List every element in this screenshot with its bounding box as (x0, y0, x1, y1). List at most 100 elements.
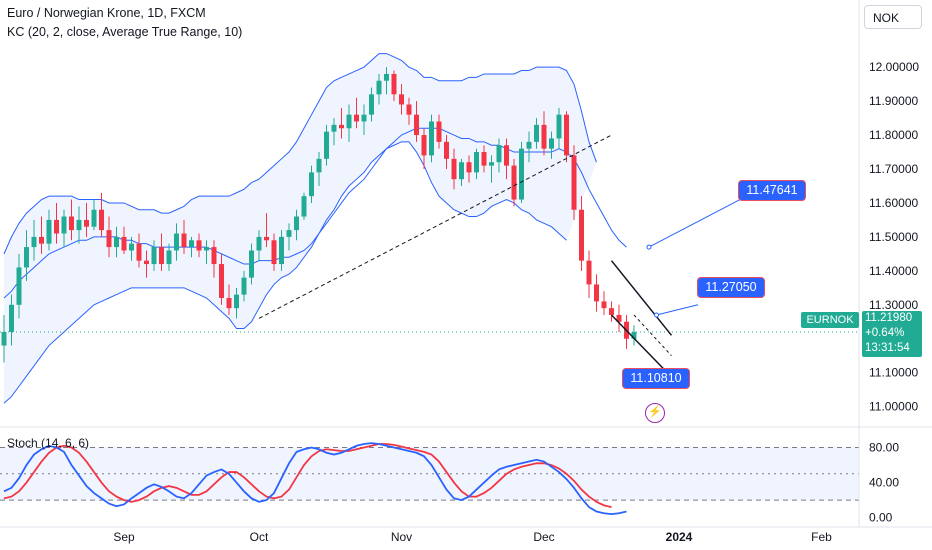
candle (61, 209, 67, 248)
candle (616, 304, 622, 332)
candle (511, 158, 517, 207)
candle-body (256, 236, 262, 251)
candle-body (466, 162, 472, 173)
candle-body (631, 331, 637, 339)
callout-mid-connector (656, 304, 699, 316)
callout-upper-target[interactable]: 11.47641 (738, 180, 806, 201)
candle-body (459, 162, 464, 180)
price-tick-label: 11.40000 (869, 264, 918, 278)
candle (324, 124, 329, 166)
candle (264, 213, 269, 248)
candle-body (384, 73, 389, 81)
candle (1, 314, 7, 363)
candle (301, 192, 307, 220)
candle (519, 141, 524, 203)
candle (46, 209, 52, 251)
candle (166, 243, 172, 271)
candle-body (144, 260, 149, 265)
candle-body (279, 236, 284, 265)
currency-button[interactable]: NOK (864, 5, 922, 29)
price-tick-label: 11.60000 (869, 196, 918, 210)
indicator-label: KC (20, 2, close, Average True Range, 10… (7, 25, 243, 39)
candle (526, 131, 532, 163)
stoch-d-line (3, 443, 612, 508)
candle-body (301, 196, 307, 217)
candle-body (174, 233, 179, 251)
callout-mid-target[interactable]: 11.27050 (697, 277, 765, 298)
candle-body (339, 124, 344, 129)
candle (391, 70, 397, 102)
candle (106, 216, 112, 258)
candle-body (271, 240, 277, 265)
stochastic-pane: 80.00 40.00 0.00 (0, 441, 899, 525)
candle-body (504, 145, 509, 166)
candle (489, 155, 494, 183)
candle (414, 101, 419, 142)
candle-body (181, 233, 187, 248)
candle-body (286, 230, 292, 237)
stoch-band-fill (0, 447, 859, 501)
candle (241, 270, 247, 302)
price-tick-label: 11.10000 (869, 366, 918, 380)
candle-body (534, 124, 539, 142)
candle (279, 230, 284, 271)
candle-body (69, 216, 74, 231)
candle-body (489, 162, 494, 166)
candle-body (474, 152, 479, 173)
candle-body (189, 240, 194, 248)
candle-body (16, 267, 22, 305)
channel-lower-rail (610, 314, 665, 370)
candle-body (196, 240, 202, 251)
price-tick-label: 12.00000 (869, 60, 919, 74)
time-tick-label: Sep (113, 530, 135, 544)
candle-body (391, 73, 397, 95)
candle (54, 202, 59, 244)
candle (211, 240, 217, 278)
candle (219, 253, 224, 305)
candle-body (211, 247, 217, 265)
lightning-icon[interactable]: ⚡ (645, 403, 665, 423)
stoch-tick-label: 0.00 (869, 511, 893, 525)
candle (399, 84, 404, 115)
candle (534, 118, 539, 149)
candle-body (579, 209, 584, 261)
candle-body (219, 264, 224, 298)
candle-body (556, 114, 562, 139)
candle-body (361, 114, 367, 122)
price-tick-label: 11.30000 (869, 298, 918, 312)
candle (549, 131, 554, 159)
candle-body (354, 114, 359, 122)
price-tick-label: 11.80000 (869, 128, 918, 142)
candle-body (136, 243, 142, 261)
price-tick-label: 11.70000 (869, 162, 918, 176)
channel-extension (633, 314, 672, 357)
candle (346, 104, 352, 142)
candle (541, 111, 547, 156)
candle-body (511, 165, 517, 200)
callout-lower-target[interactable]: 11.10810 (622, 368, 690, 389)
candle (69, 199, 74, 241)
candle (84, 202, 89, 237)
candle-body (204, 247, 209, 251)
candle (421, 128, 427, 169)
candle (571, 145, 577, 220)
time-tick-label: 2024 (666, 530, 693, 544)
price-change: +0.64% (865, 327, 905, 339)
candle-body (76, 219, 82, 231)
candle (436, 114, 442, 149)
price-tick-label: 11.00000 (869, 400, 918, 414)
candle (316, 152, 322, 186)
time-tick-label: Oct (250, 530, 269, 544)
candle-body (549, 138, 554, 149)
candle (196, 233, 202, 258)
stoch-tick-label: 80.00 (869, 441, 899, 455)
channel-fill (4, 53, 597, 404)
candle (234, 287, 239, 319)
candle-body (121, 236, 127, 251)
candle (474, 148, 479, 180)
candle-body (481, 152, 487, 166)
candle (444, 135, 449, 169)
candle (586, 250, 592, 298)
candle (121, 226, 127, 254)
